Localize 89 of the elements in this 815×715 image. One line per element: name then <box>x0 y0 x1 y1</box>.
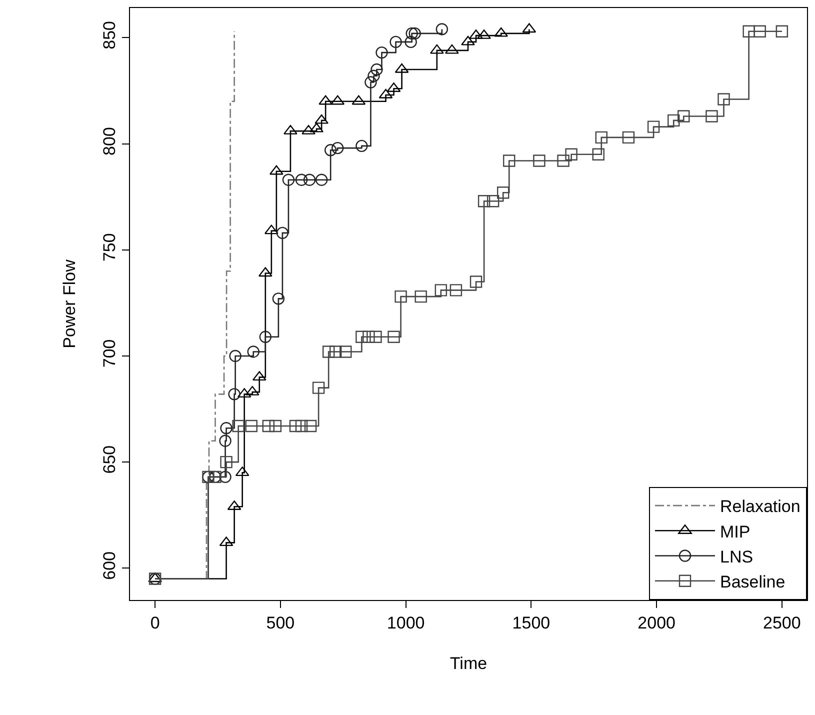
point <box>718 93 730 106</box>
x-tick-label: 0 <box>150 613 160 632</box>
point <box>776 25 788 38</box>
point <box>469 29 483 39</box>
legend-label: MIP <box>720 522 750 542</box>
point <box>406 27 418 40</box>
point <box>219 470 232 484</box>
point <box>245 420 258 432</box>
point <box>370 63 383 76</box>
point <box>678 110 690 122</box>
point <box>272 292 285 305</box>
point <box>330 346 342 358</box>
point <box>322 346 335 358</box>
x-axis-title: Time <box>450 654 488 673</box>
x-tick-label: 1000 <box>386 613 425 632</box>
legend-label: Relaxation <box>720 497 800 516</box>
point <box>478 194 490 208</box>
point <box>394 290 407 303</box>
point <box>362 330 375 343</box>
point <box>262 420 275 432</box>
point <box>324 144 337 156</box>
point <box>404 36 417 48</box>
point <box>310 122 324 132</box>
point <box>364 76 377 88</box>
x-tick-label: 1500 <box>512 613 550 632</box>
point <box>269 420 282 432</box>
x-tick-label: 2500 <box>763 613 801 632</box>
point <box>304 420 317 432</box>
y-tick-label: 750 <box>100 233 120 262</box>
legend-label: LNS <box>720 547 754 566</box>
point <box>315 174 328 186</box>
point <box>754 25 766 38</box>
y-tick-label: 800 <box>100 127 120 156</box>
y-tick-label: 850 <box>100 20 120 50</box>
point <box>368 70 380 82</box>
y-tick-label: 600 <box>100 551 120 580</box>
point <box>408 27 421 40</box>
point <box>497 186 510 199</box>
point <box>376 46 388 59</box>
point <box>668 114 680 127</box>
point <box>303 174 316 186</box>
point <box>706 110 718 122</box>
point <box>503 154 516 167</box>
point <box>461 36 475 46</box>
point <box>592 148 604 161</box>
point <box>356 140 368 152</box>
point <box>219 434 232 447</box>
point <box>340 346 352 358</box>
point <box>295 420 308 432</box>
point <box>595 131 608 144</box>
point <box>434 284 448 296</box>
point <box>622 131 635 144</box>
point <box>647 120 660 133</box>
y-axis-title: Power Flow <box>60 258 79 348</box>
point <box>486 194 500 208</box>
point <box>220 456 232 468</box>
point <box>436 23 448 36</box>
point <box>388 330 400 343</box>
point <box>470 276 482 288</box>
y-tick-label: 700 <box>100 339 120 368</box>
point <box>390 36 402 48</box>
point <box>228 388 240 400</box>
point <box>282 174 295 186</box>
point <box>356 330 368 343</box>
point <box>533 154 546 167</box>
x-tick-label: 2000 <box>638 613 676 632</box>
legend-label: Baseline <box>720 572 786 592</box>
point <box>445 44 459 54</box>
point <box>742 25 755 38</box>
point <box>332 142 344 154</box>
point <box>232 420 244 432</box>
point <box>302 124 316 134</box>
point <box>229 350 242 362</box>
point <box>370 330 382 343</box>
point <box>295 174 308 186</box>
x-tick-label: 500 <box>266 613 295 632</box>
point <box>289 420 302 432</box>
point <box>259 330 272 343</box>
point <box>276 226 289 240</box>
point <box>220 422 232 434</box>
point <box>450 284 462 296</box>
point <box>284 124 298 134</box>
y-tick-label: 650 <box>100 445 120 474</box>
point <box>312 382 325 394</box>
point <box>414 290 427 303</box>
point <box>247 346 260 358</box>
point <box>557 154 570 167</box>
point <box>565 148 578 161</box>
point <box>477 29 491 39</box>
